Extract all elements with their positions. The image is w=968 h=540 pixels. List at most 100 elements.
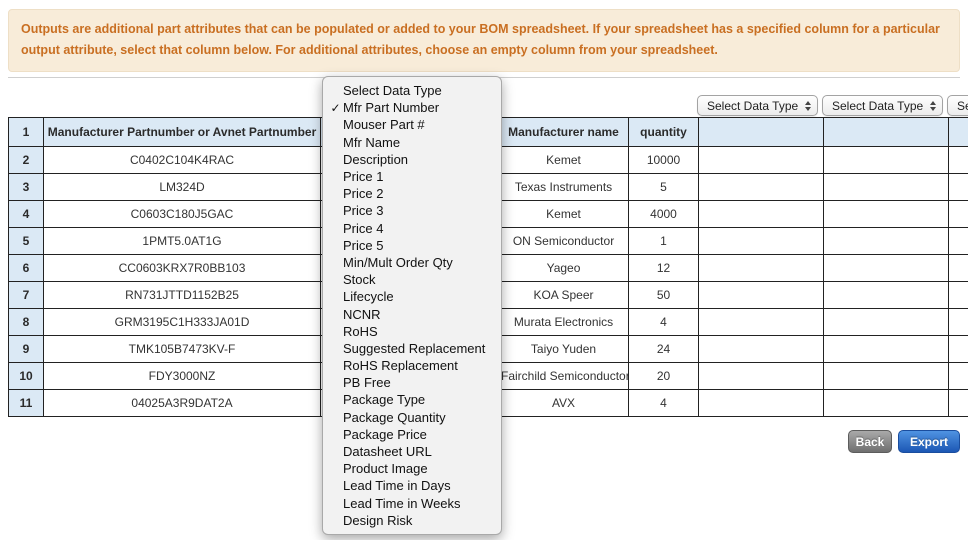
cell-empty-2	[823, 362, 949, 390]
menu-item-label: Mouser Part #	[343, 117, 425, 133]
cell-row-number: 7	[8, 281, 44, 309]
cell-partnumber: GRM3195C1H333JA01D	[43, 308, 321, 336]
cell-quantity: 1	[628, 227, 699, 255]
info-banner-text: Outputs are additional part attributes t…	[21, 22, 940, 58]
data-type-menu-item[interactable]: Price 3	[323, 202, 501, 219]
back-button[interactable]: Back	[848, 430, 892, 453]
cell-row-number: 10	[8, 362, 44, 390]
data-type-menu-item[interactable]: Price 2	[323, 185, 501, 202]
cell-row-number: 9	[8, 335, 44, 363]
cell-empty-1	[698, 389, 824, 417]
cell-empty-1	[698, 308, 824, 336]
cell-empty-1	[698, 146, 824, 174]
cell-partnumber: RN731JTTD1152B25	[43, 281, 321, 309]
data-type-menu-item[interactable]: PB Free	[323, 374, 501, 391]
info-banner: Outputs are additional part attributes t…	[8, 9, 960, 72]
cell-row-number: 5	[8, 227, 44, 255]
menu-item-label: Lifecycle	[343, 289, 394, 305]
data-type-menu-item[interactable]: Lifecycle	[323, 288, 501, 305]
checkmark-icon: ✓	[330, 100, 341, 115]
data-type-menu-item[interactable]: Select Data Type	[323, 82, 501, 99]
data-type-menu-item[interactable]: Price 1	[323, 168, 501, 185]
data-type-menu-item[interactable]: Price 5	[323, 237, 501, 254]
menu-item-label: Mfr Name	[343, 134, 401, 150]
cell-partnumber: C0402C104K4RAC	[43, 146, 321, 174]
cell-empty-1	[698, 281, 824, 309]
data-type-menu-item[interactable]: Lead Time in Weeks	[323, 495, 501, 512]
cell-quantity: 50	[628, 281, 699, 309]
menu-item-label: Price 4	[343, 220, 384, 236]
header-manufacturer-column: Manufacturer name	[498, 117, 629, 147]
updown-arrows-icon	[805, 100, 811, 111]
data-type-menu-item[interactable]: Description	[323, 151, 501, 168]
cell-quantity: 4000	[628, 200, 699, 228]
data-type-menu-item[interactable]: Mouser Part #	[323, 116, 501, 133]
menu-item-label: Package Price	[343, 426, 427, 442]
data-type-menu-item[interactable]: Datasheet URL	[323, 443, 501, 460]
data-type-menu-item[interactable]: Package Quantity	[323, 409, 501, 426]
cell-empty-3	[948, 308, 968, 336]
header-row-number: 1	[8, 117, 44, 147]
cell-row-number: 2	[8, 146, 44, 174]
cell-partnumber: C0603C180J5GAC	[43, 200, 321, 228]
data-type-menu-item[interactable]: Mfr Name	[323, 134, 501, 151]
column-data-type-select-3[interactable]: Select Data Type	[947, 95, 968, 116]
menu-item-label: Lead Time in Days	[343, 478, 451, 494]
select-value: Select Data Type	[832, 98, 924, 113]
cell-empty-1	[698, 173, 824, 201]
data-type-menu-item[interactable]: Stock	[323, 271, 501, 288]
export-button[interactable]: Export	[898, 430, 960, 453]
data-type-menu-item[interactable]: Price 4	[323, 220, 501, 237]
data-type-menu-item[interactable]: Product Image	[323, 460, 501, 477]
menu-item-label: Lead Time in Weeks	[343, 495, 461, 511]
menu-item-label: Package Type	[343, 392, 426, 408]
cell-empty-2	[823, 173, 949, 201]
cell-empty-1	[698, 227, 824, 255]
data-type-menu-item[interactable]: Min/Mult Order Qty	[323, 254, 501, 271]
cell-empty-3	[948, 362, 968, 390]
cell-manufacturer: Yageo	[498, 254, 629, 282]
cell-row-number: 8	[8, 308, 44, 336]
cell-manufacturer: Fairchild Semiconductor	[498, 362, 629, 390]
cell-manufacturer: Kemet	[498, 200, 629, 228]
header-partnumber-column: Manufacturer Partnumber or Avnet Partnum…	[43, 117, 321, 147]
cell-row-number: 11	[8, 389, 44, 417]
cell-empty-3	[948, 389, 968, 417]
data-type-menu-item[interactable]: Package Type	[323, 391, 501, 408]
cell-partnumber: 04025A3R9DAT2A	[43, 389, 321, 417]
menu-item-label: Min/Mult Order Qty	[343, 254, 453, 270]
cell-empty-3	[948, 335, 968, 363]
data-type-menu-item[interactable]: NCNR	[323, 305, 501, 322]
data-type-menu-item[interactable]: ✓ Mfr Part Number	[323, 99, 501, 116]
cell-manufacturer: KOA Speer	[498, 281, 629, 309]
header-empty-column-2	[823, 117, 949, 147]
cell-empty-2	[823, 281, 949, 309]
cell-empty-3	[948, 254, 968, 282]
cell-quantity: 20	[628, 362, 699, 390]
cell-quantity: 5	[628, 173, 699, 201]
data-type-menu-item[interactable]: Lead Time in Days	[323, 477, 501, 494]
cell-row-number: 3	[8, 173, 44, 201]
menu-item-label: Design Risk	[343, 512, 413, 528]
cell-empty-1	[698, 362, 824, 390]
cell-manufacturer: ON Semiconductor	[498, 227, 629, 255]
menu-item-label: Datasheet URL	[343, 444, 432, 460]
data-type-menu-item[interactable]: RoHS	[323, 323, 501, 340]
data-type-dropdown-menu: Select Data Type ✓ Mfr Part Number Mouse…	[322, 76, 502, 535]
column-data-type-select-2[interactable]: Select Data Type	[822, 95, 943, 116]
cell-empty-2	[823, 200, 949, 228]
cell-manufacturer: Taiyo Yuden	[498, 335, 629, 363]
data-type-menu-item[interactable]: Package Price	[323, 426, 501, 443]
column-data-type-select-1[interactable]: Select Data Type	[697, 95, 818, 116]
header-quantity-column: quantity	[628, 117, 699, 147]
cell-partnumber: 1PMT5.0AT1G	[43, 227, 321, 255]
cell-empty-3	[948, 146, 968, 174]
data-type-menu-item[interactable]: RoHS Replacement	[323, 357, 501, 374]
data-type-menu-item[interactable]: Suggested Replacement	[323, 340, 501, 357]
cell-empty-2	[823, 254, 949, 282]
menu-item-label: RoHS	[343, 323, 378, 339]
select-value: Select Data Type	[707, 98, 799, 113]
cell-empty-3	[948, 173, 968, 201]
data-type-menu-item[interactable]: Design Risk	[323, 512, 501, 529]
